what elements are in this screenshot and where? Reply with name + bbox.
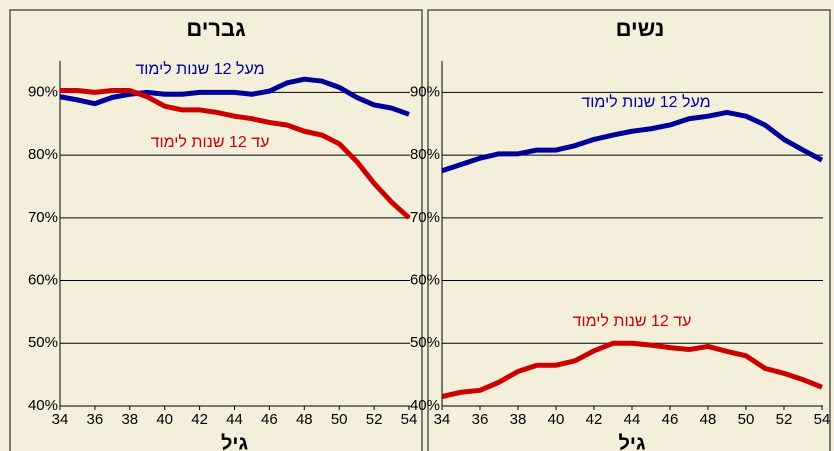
y-tick-label: 50% [410, 334, 440, 351]
y-tick-label: 90% [410, 83, 440, 100]
x-tick-label: 38 [510, 411, 527, 428]
y-tick-label: 60% [410, 272, 440, 289]
x-tick-label: 48 [700, 411, 717, 428]
x-tick-label: 52 [776, 411, 793, 428]
x-tick-label: 38 [121, 411, 138, 428]
x-tick-label: 36 [87, 411, 104, 428]
x-tick-label: 44 [624, 411, 641, 428]
x-tick-label: 36 [472, 411, 489, 428]
x-axis-label: גיל [618, 432, 645, 451]
x-tick-label: 42 [586, 411, 603, 428]
x-tick-label: 50 [331, 411, 348, 428]
x-tick-label: 50 [738, 411, 755, 428]
y-tick-label: 60% [28, 272, 58, 289]
y-tick-label: 40% [410, 397, 440, 414]
x-tick-label: 40 [156, 411, 173, 428]
x-tick-label: 42 [191, 411, 208, 428]
y-tick-label: 90% [28, 83, 58, 100]
chart-title: נשים [616, 16, 665, 41]
series-label: מעל 12 שנות לימוד [581, 93, 710, 111]
series-line [60, 87, 411, 220]
x-tick-label: 48 [296, 411, 313, 428]
series-line [441, 340, 823, 400]
y-tick-label: 70% [28, 209, 58, 226]
y-tick-label: 50% [28, 334, 58, 351]
x-tick-label: 40 [548, 411, 565, 428]
x-tick-label: 34 [52, 411, 69, 428]
x-tick-label: 54 [814, 411, 831, 428]
series-label: עד 12 שנות לימוד [151, 133, 270, 151]
x-axis-label: גיל [221, 432, 248, 451]
x-tick-label: 54 [401, 411, 418, 428]
y-tick-label: 80% [28, 146, 58, 163]
y-tick-label: 40% [28, 397, 58, 414]
series-label: מעל 12 שנות לימוד [135, 60, 264, 78]
panel [9, 9, 423, 451]
series-label: עד 12 שנות לימוד [573, 312, 692, 330]
y-tick-label: 70% [410, 209, 440, 226]
x-tick-label: 46 [261, 411, 278, 428]
x-tick-label: 52 [366, 411, 383, 428]
x-tick-label: 46 [662, 411, 679, 428]
panel [427, 9, 831, 451]
y-tick-label: 80% [410, 146, 440, 163]
series-line [441, 109, 824, 174]
series-line [59, 76, 410, 117]
x-tick-label: 34 [434, 411, 451, 428]
chart-title: גברים [186, 16, 245, 41]
x-tick-label: 44 [226, 411, 243, 428]
